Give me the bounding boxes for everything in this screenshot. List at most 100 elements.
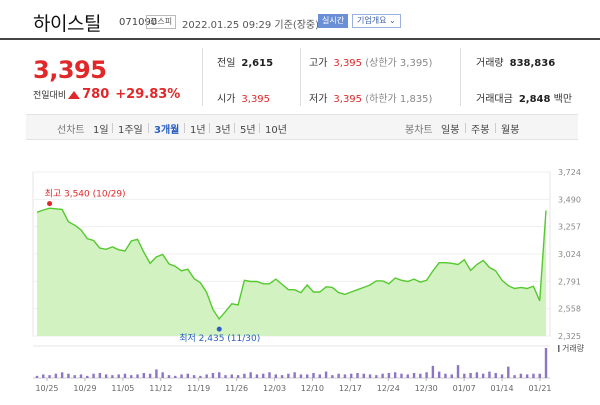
market-badge: 코스피: [146, 15, 177, 29]
stock-code: 071090: [119, 17, 158, 28]
x-tick-label: 11/26: [225, 384, 248, 393]
volume-bar: [331, 375, 334, 378]
tab-separator: [495, 123, 496, 133]
volume-bar: [306, 374, 309, 378]
tab-1w[interactable]: 1주일: [118, 125, 143, 136]
change-value: 780: [82, 87, 110, 102]
volume-bar: [54, 373, 58, 378]
volume-bar: [450, 374, 453, 378]
price-chart[interactable]: 3,724 3,490 3,257 3,024 2,791 2,558 2,325 최고 3,…: [0, 160, 600, 405]
volume-legend-label: 거래량: [562, 343, 585, 353]
volume-bar: [287, 373, 290, 378]
volume-bar: [230, 374, 234, 378]
volume-bar: [142, 373, 146, 378]
x-tick-label: 01/07: [453, 384, 476, 393]
volume-bar: [73, 375, 76, 378]
quote-panel: 3,395 전일대비 780 +29.83% 전일 2,615 시가 3,395 고가 3…: [0, 42, 600, 110]
current-price: 3,395: [33, 56, 107, 84]
lower-limit-note: (하한가 1,835): [365, 94, 433, 105]
price-area: [37, 208, 546, 336]
high-marker-dot: [47, 201, 53, 207]
y-tick-label: 3,490: [558, 195, 581, 204]
volume-bar: [463, 373, 466, 378]
volume-bar: [123, 373, 127, 378]
stock-header: 하이스틸 071090 코스피 2022.01.25 09:29 기준(장중) …: [0, 0, 600, 40]
volume-bar: [412, 373, 416, 378]
volume-bar: [444, 373, 447, 378]
company-overview-button[interactable]: 기업개요 ⌄: [352, 14, 401, 28]
volume-bar: [136, 374, 139, 378]
tab-10y[interactable]: 10년: [265, 125, 287, 136]
volume-bar: [211, 373, 215, 378]
upper-limit-note: (상한가 3,395): [365, 58, 433, 69]
y-tick-label: 3,257: [558, 223, 581, 232]
low: 저가 3,395 (하한가 1,835): [309, 90, 432, 105]
x-tick-label: 12/10: [301, 384, 324, 393]
tab-separator: [259, 123, 260, 133]
x-tick-label: 10/25: [35, 384, 58, 393]
volume: 거래량 838,836: [476, 54, 555, 69]
volume-bar: [35, 375, 39, 378]
candle-chart-label: 봉차트: [405, 125, 433, 136]
volume-bar: [79, 374, 83, 378]
tab-3y[interactable]: 3년: [215, 125, 231, 136]
tab-separator: [234, 123, 235, 133]
high: 고가 3,395 (상한가 3,395): [309, 54, 432, 69]
volume-bar: [500, 374, 504, 378]
volume-bar: [205, 374, 208, 378]
volume-bar: [167, 375, 171, 378]
low-value: 3,395: [333, 94, 363, 105]
volume-bar: [161, 372, 164, 378]
high-value: 3,395: [333, 58, 363, 69]
volume-bar: [262, 373, 265, 378]
volume-bar: [67, 373, 70, 378]
tab-daily[interactable]: 일봉: [441, 125, 460, 136]
volume-bar: [488, 371, 491, 378]
divider: [202, 48, 203, 106]
volume-bar: [425, 372, 428, 378]
volume-label: 거래량: [476, 58, 504, 69]
y-tick-label: 2,558: [558, 305, 581, 314]
volume-bar: [60, 372, 64, 378]
volume-bar: [437, 371, 441, 378]
volume-bar: [98, 373, 102, 378]
x-tick-label: 12/03: [263, 384, 286, 393]
volume-bar: [469, 373, 472, 378]
volume-bar: [224, 375, 227, 378]
volume-bar: [324, 371, 328, 378]
line-chart-label: 선차트: [57, 125, 85, 136]
trade-amount-value: 2,848: [518, 94, 551, 105]
volume-bar: [92, 373, 95, 378]
tab-separator: [209, 123, 210, 133]
chart-tabs: 선차트 1일 1주일 3개월 1년 3년 5년 10년 봉차트 일봉 주봉 월봉: [26, 114, 578, 140]
volume-bar: [494, 373, 497, 378]
volume-bar: [117, 374, 120, 378]
tab-3m[interactable]: 3개월: [154, 125, 180, 136]
volume-bar: [318, 374, 321, 378]
volume-bar: [349, 373, 353, 378]
x-tick-label: 01/14: [491, 384, 514, 393]
divider: [300, 48, 301, 106]
tab-monthly[interactable]: 월봉: [501, 125, 520, 136]
volume-bar: [337, 373, 340, 378]
tab-separator: [184, 123, 185, 133]
volume-bar: [249, 372, 252, 378]
volume-bar: [513, 375, 516, 378]
tab-weekly[interactable]: 주봉: [471, 125, 490, 136]
tab-1y[interactable]: 1년: [190, 125, 206, 136]
low-label: 저가: [309, 94, 328, 105]
volume-bar: [268, 372, 271, 378]
volume-bar: [280, 375, 284, 378]
volume-bar: [255, 374, 259, 378]
volume-bar: [174, 375, 177, 378]
tab-5y[interactable]: 5년: [240, 125, 256, 136]
volume-bar: [104, 374, 108, 378]
prev-close: 전일 2,615: [217, 54, 273, 69]
volume-bar: [400, 373, 403, 378]
realtime-button[interactable]: 실시간: [318, 14, 349, 28]
price-line: [36, 207, 547, 321]
x-tick-label: 11/19: [187, 384, 210, 393]
tab-1d[interactable]: 1일: [93, 125, 109, 136]
volume-bar: [419, 373, 422, 378]
volume-bar: [393, 372, 397, 378]
